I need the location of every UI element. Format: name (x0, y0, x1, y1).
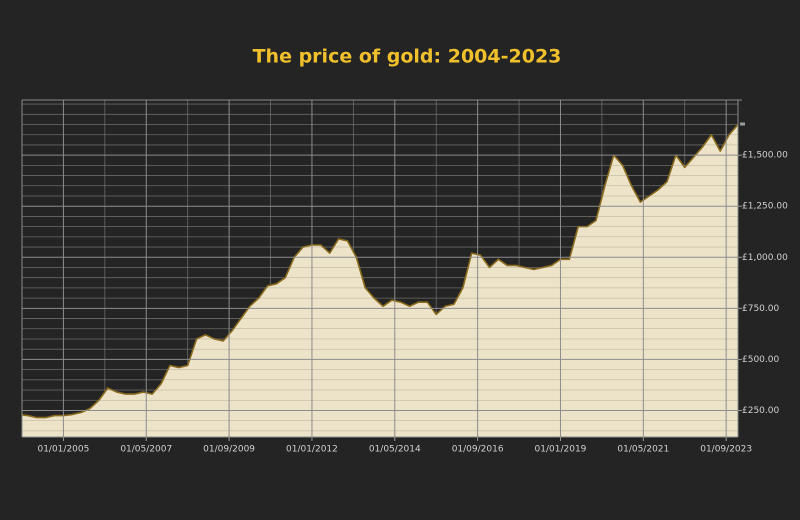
x-tick-label: 01/09/2023 (700, 445, 752, 455)
x-tick-label: 01/01/2019 (535, 445, 587, 455)
x-tick-label: 01/01/2012 (286, 445, 338, 455)
area (22, 124, 738, 437)
y-tick-label: £1,250.00 (742, 202, 788, 212)
y-tick-label: £1,500.00 (742, 151, 788, 161)
y-tick-label: £500.00 (742, 355, 779, 365)
x-tick-label: 01/09/2016 (452, 445, 504, 455)
x-tick-label: 01/09/2009 (203, 445, 255, 455)
y-tick-label: £750.00 (742, 304, 779, 314)
x-tick-label: 01/05/2007 (120, 445, 172, 455)
x-tick-label: 01/05/2014 (369, 445, 421, 455)
area-outline (21, 123, 739, 419)
y-tick-label: £1,000.00 (742, 253, 788, 263)
chart-title: The price of gold: 2004-2023 (253, 46, 562, 68)
x-tick-label: 01/01/2005 (37, 445, 89, 455)
corner-marker (740, 122, 745, 126)
y-tick-label: £250.00 (742, 406, 779, 416)
x-tick-label: 01/05/2021 (617, 445, 669, 455)
